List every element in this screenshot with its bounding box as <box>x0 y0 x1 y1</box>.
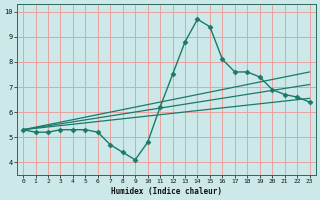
X-axis label: Humidex (Indice chaleur): Humidex (Indice chaleur) <box>111 187 222 196</box>
